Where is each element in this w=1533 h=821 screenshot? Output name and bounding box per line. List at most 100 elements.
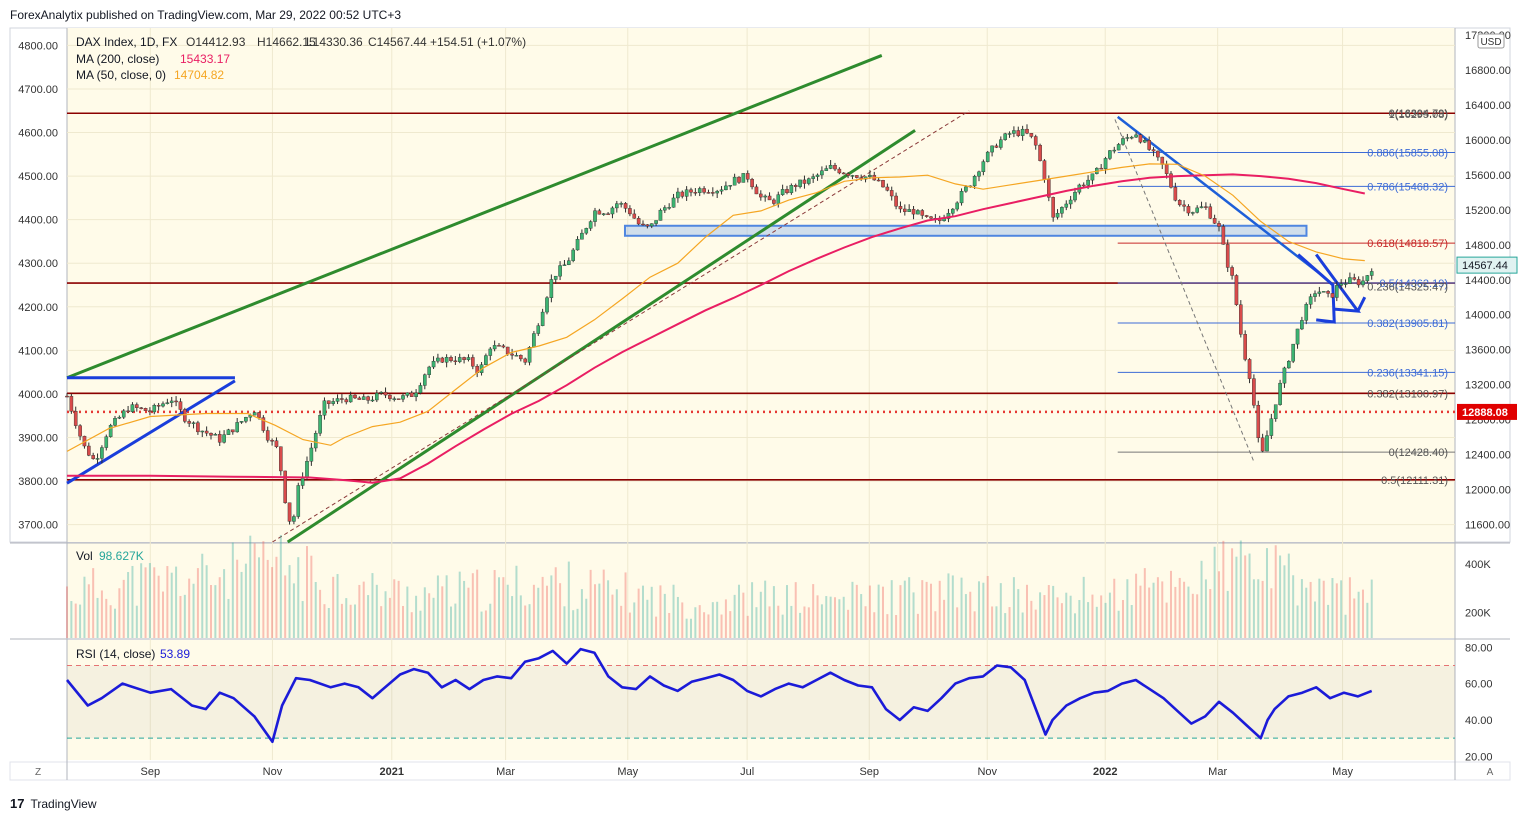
candle-body — [636, 218, 641, 225]
volume-bar — [1169, 570, 1172, 638]
candle-body — [1116, 144, 1121, 151]
candle-body — [1169, 173, 1173, 188]
candle-body — [689, 189, 693, 193]
volume-bar — [646, 599, 649, 638]
volume-bar — [855, 584, 858, 638]
candle-body — [855, 175, 859, 178]
candle-body — [1129, 136, 1134, 139]
candle-body — [833, 165, 837, 170]
volume-bar — [929, 583, 932, 638]
volume-bar — [1113, 578, 1116, 638]
candle-body — [811, 176, 815, 179]
volume-bar — [659, 585, 662, 638]
volume-bar — [476, 569, 479, 638]
candle-body — [217, 434, 222, 443]
candle-body — [423, 374, 427, 386]
volume-bar — [515, 565, 518, 638]
volume-bar — [1025, 584, 1028, 638]
volume-bar — [292, 583, 295, 638]
candle-body — [772, 199, 776, 204]
volume-bar — [135, 605, 138, 638]
candle-body — [632, 213, 637, 219]
volume-bar — [1270, 588, 1273, 638]
right-axis-tick: 13600.00 — [1465, 345, 1511, 357]
right-axis-tick: 16800.00 — [1465, 65, 1511, 77]
volume-bar — [615, 589, 618, 638]
volume-bar — [214, 585, 217, 638]
candle-body — [340, 398, 344, 400]
fib-label: 0(12428.40) — [1389, 447, 1448, 459]
volume-bar — [332, 576, 335, 638]
candle-body — [1138, 134, 1143, 143]
candle-body — [196, 422, 200, 433]
volume-bar — [794, 582, 797, 638]
candle-body — [1256, 405, 1261, 439]
candle-body — [492, 345, 497, 350]
volume-bar — [956, 607, 959, 638]
candle-body — [466, 357, 471, 360]
volume-bar — [759, 591, 762, 638]
volume-bar — [253, 543, 256, 638]
time-axis-label: Mar — [1208, 766, 1227, 778]
volume-bar — [1292, 575, 1295, 638]
candle-body — [645, 224, 650, 227]
candle-body — [1300, 320, 1304, 330]
volume-bar — [803, 606, 806, 638]
candle-body — [619, 203, 623, 205]
candle-body — [676, 191, 680, 199]
candle-body — [1265, 435, 1269, 452]
volume-bar — [92, 568, 95, 638]
candle-body — [889, 190, 894, 197]
volume-bar — [244, 563, 247, 638]
candle-body — [405, 392, 410, 396]
volume-bar — [908, 577, 911, 638]
volume-bar — [1130, 604, 1133, 638]
volume-bar — [188, 578, 191, 638]
candle-body — [628, 208, 632, 215]
currency-label: USD — [1480, 37, 1501, 48]
volume-bar — [1204, 579, 1207, 638]
green-lower-trendline — [286, 129, 916, 544]
volume-bar — [1082, 576, 1085, 638]
candle-body — [279, 446, 283, 472]
volume-bar — [607, 580, 610, 638]
candle-body — [732, 176, 737, 186]
ma200-legend-name: MA (200, close) — [76, 52, 159, 66]
log-scale-button: A — [1487, 767, 1494, 778]
candle-body — [178, 401, 183, 410]
footer-brand: TradingView — [30, 796, 97, 811]
volume-bar — [205, 565, 208, 638]
volume-bar — [1095, 606, 1098, 638]
candle-body — [69, 395, 74, 412]
candle-body — [706, 192, 711, 194]
volume-bar — [1196, 594, 1199, 638]
candle-body — [737, 176, 741, 183]
volume-bar — [764, 580, 767, 638]
ma200-legend-value: 15433.17 — [180, 52, 230, 66]
volume-bar — [812, 584, 815, 638]
volume-bar — [977, 581, 980, 638]
candle-body — [536, 325, 541, 334]
candle-body — [1295, 328, 1300, 345]
candle-body — [724, 185, 728, 191]
blue-triangle-bottom — [66, 379, 236, 485]
tradingview-footer[interactable]: 17 TradingView — [10, 796, 97, 811]
candle-body — [292, 516, 296, 522]
volume-bar — [166, 566, 169, 638]
volume-bar — [83, 576, 86, 638]
volume-bar — [991, 606, 994, 638]
volume-bar — [441, 586, 444, 638]
volume-bar — [284, 575, 287, 638]
volume-bar — [463, 580, 466, 638]
volume-bar — [1143, 568, 1146, 638]
auto-scale-button: Z — [35, 767, 41, 778]
candle-body — [1321, 291, 1326, 293]
volume-bar — [458, 571, 461, 638]
volume-bar — [100, 590, 103, 638]
volume-bar — [127, 572, 130, 638]
volume-bar — [218, 577, 221, 638]
candle-body — [601, 213, 606, 215]
volume-bar — [537, 587, 540, 638]
candle-body — [553, 275, 558, 280]
candle-body — [1156, 150, 1160, 158]
